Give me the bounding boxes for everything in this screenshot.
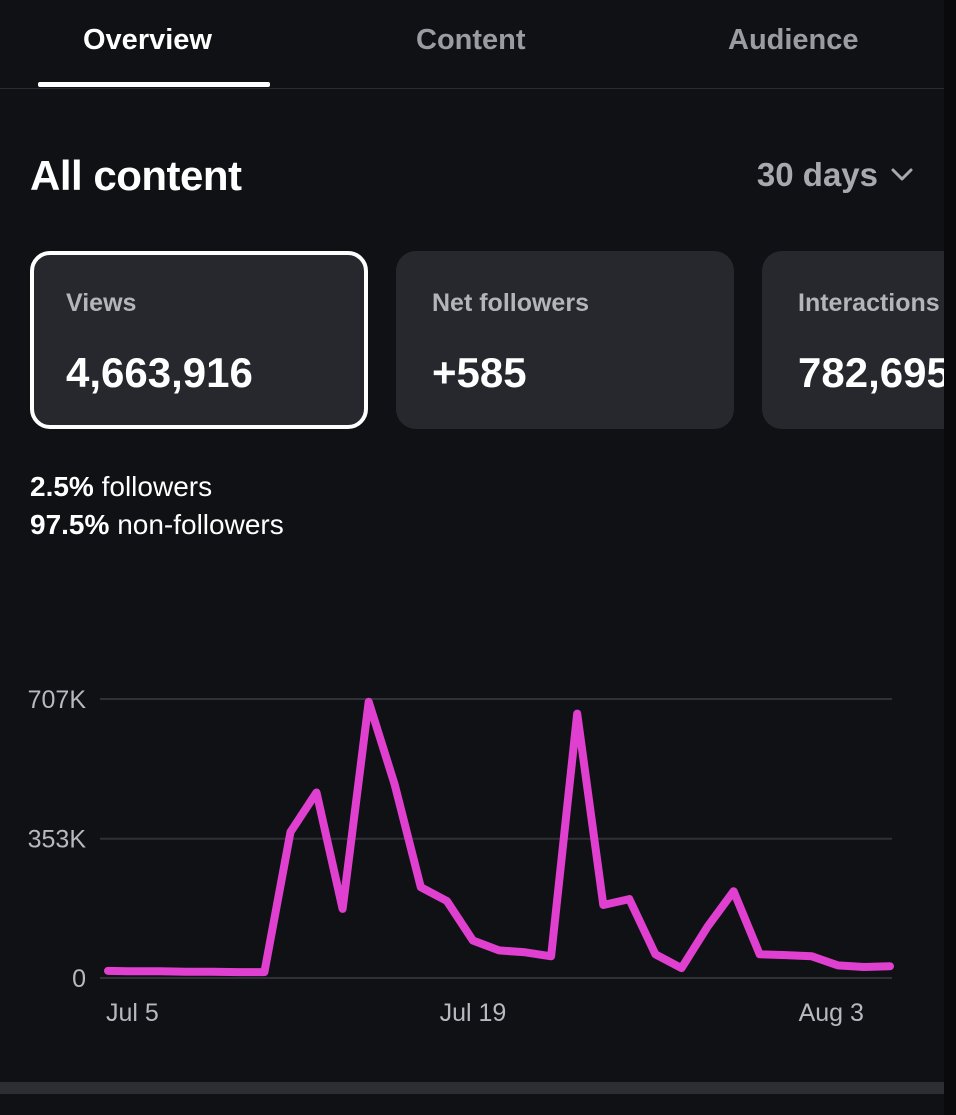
tab-bar: Overview Content Audience: [0, 0, 944, 89]
metric-label: Interactions: [798, 289, 940, 317]
x-tick-label: Aug 3: [799, 999, 864, 1027]
y-tick-label: 353K: [28, 826, 87, 854]
screen-edge: [944, 0, 956, 1115]
metric-cards: Views 4,663,916 Net followers +585 Inter…: [30, 251, 944, 431]
nonfollowers-share: 97.5% non-followers: [30, 506, 284, 544]
y-tick-label: 0: [72, 965, 86, 993]
tab-content[interactable]: Content: [416, 24, 526, 56]
metric-value: +585: [432, 349, 527, 396]
metric-value: 782,695: [798, 349, 944, 396]
metric-card-net-followers[interactable]: Net followers +585: [396, 251, 734, 429]
metric-label: Views: [66, 289, 137, 317]
active-tab-indicator: [38, 82, 270, 87]
audience-breakdown: 2.5% followers 97.5% non-followers: [30, 468, 284, 544]
tab-overview[interactable]: Overview: [83, 24, 212, 56]
x-tick-label: Jul 19: [440, 999, 507, 1027]
y-tick-label: 707K: [28, 686, 87, 714]
date-range-dropdown[interactable]: 30 days: [757, 156, 914, 194]
page-title: All content: [30, 152, 242, 199]
views-line-chart: 0 353K 707K Jul 5 Jul 19 Aug 3: [28, 686, 894, 1027]
nonfollowers-pct: 97.5%: [30, 509, 110, 540]
nonfollowers-label: non-followers: [117, 509, 284, 540]
bottom-divider: [0, 1082, 944, 1094]
date-range-value: 30 days: [756, 156, 878, 193]
metric-value: 4,663,916: [66, 349, 253, 396]
metric-label: Net followers: [432, 289, 589, 317]
followers-pct: 2.5%: [30, 471, 94, 502]
views-series-line: [104, 697, 894, 977]
metric-card-interactions[interactable]: Interactions 782,695: [762, 251, 944, 429]
chevron-down-icon: [891, 168, 913, 181]
followers-label: followers: [101, 471, 213, 502]
tab-audience[interactable]: Audience: [728, 24, 859, 56]
followers-share: 2.5% followers: [30, 468, 284, 506]
x-tick-label: Jul 5: [106, 999, 159, 1027]
metric-card-views[interactable]: Views 4,663,916: [30, 251, 368, 429]
